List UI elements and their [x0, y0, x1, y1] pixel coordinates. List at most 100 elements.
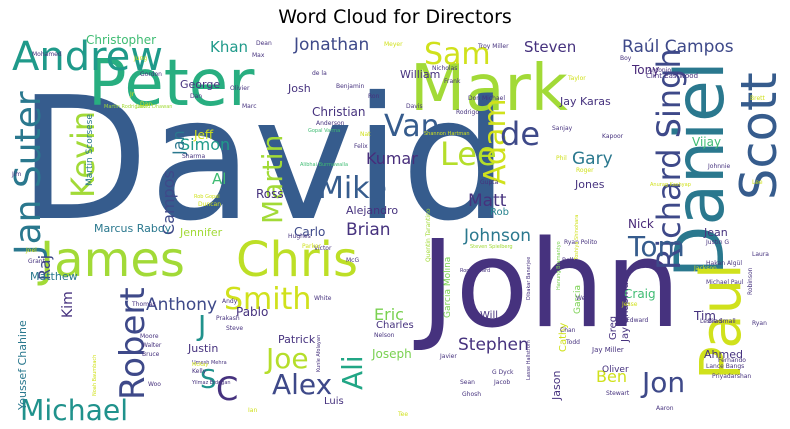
- word-oliver: Oliver: [602, 365, 629, 375]
- word-kunle-afolayan: Kunle Afolayan: [316, 335, 322, 372]
- word-alejandro: Alejandro: [346, 204, 398, 217]
- word-al: Al: [212, 170, 226, 188]
- word-stephen: Stephen: [458, 335, 529, 355]
- word-jones: Jones: [574, 178, 605, 191]
- word-nat: Nat: [360, 131, 371, 138]
- word-joe: Joe: [264, 342, 309, 375]
- word-james: James: [37, 232, 185, 288]
- word-anurag-kashyap: Anurag Kashyap: [650, 182, 691, 188]
- word-thomas: Thomas: [131, 301, 156, 308]
- word-ghosh: Ghosh: [462, 391, 481, 398]
- word-david-dhawan: David Dhawan: [136, 104, 172, 110]
- word-ron: Ron: [368, 93, 380, 100]
- word-jay-miller: Jay Miller: [591, 346, 624, 354]
- word-felix: Felix: [354, 143, 368, 150]
- word-john: John: [413, 216, 681, 355]
- word-bruce: Bruce: [142, 351, 160, 358]
- word-rob: Rob: [490, 207, 509, 218]
- word-kumar: Kumar: [366, 149, 418, 168]
- word-martin: Martin: [256, 135, 289, 224]
- word-nick: Nick: [628, 217, 654, 231]
- word-clint-eastwood: Clint Eastwood: [646, 72, 698, 80]
- word-joel: Joel: [25, 247, 37, 254]
- word-brad: Brad: [708, 318, 722, 325]
- word-jan: Jan: [169, 130, 188, 156]
- word-hanung-bramantyo: Hanung Bramantyo: [556, 241, 562, 290]
- word-nelson: Nelson: [374, 332, 395, 339]
- word-tony: Tony: [631, 63, 659, 77]
- word-troy-miller: Troy Miller: [477, 43, 509, 50]
- word-max: Max: [252, 52, 265, 59]
- word-lee: Lee: [440, 135, 497, 173]
- word-ron-howard: Ron Howard: [460, 268, 490, 274]
- word-aaron: Aaron: [656, 405, 674, 412]
- word-gopal-varma: Gopal Varma: [308, 128, 340, 134]
- word-de: de: [500, 115, 540, 153]
- word-andy: Andy: [222, 298, 238, 305]
- word-yilmaz-erdo-an: Yilmaz Erdoğan: [191, 379, 231, 386]
- word-joseph: Joseph: [371, 347, 412, 361]
- word-jean: Jean: [703, 226, 728, 239]
- word-benjamin: Benjamin: [336, 83, 364, 90]
- word-leslie-small: Leslie Small: [700, 318, 736, 325]
- word-hakan-alg-l: Hakan Algül: [706, 260, 742, 267]
- word-dibakar-banerjee: Dibakar Banerjee: [526, 257, 532, 300]
- word-johnnie: Johnnie: [707, 163, 731, 170]
- word-mckay: McKay: [192, 362, 208, 368]
- word-todd: Todd: [565, 339, 580, 346]
- word-jesse: Jesse: [621, 301, 638, 308]
- word-ahmed: Ahmed: [704, 348, 743, 361]
- word-sanjay: Sanjay: [552, 125, 573, 132]
- word-sharma: Sharma: [182, 153, 205, 160]
- word-kelly: Kelly: [192, 368, 207, 375]
- word-c: C: [216, 370, 238, 408]
- word-steven-spielberg: Steven Spielberg: [470, 244, 513, 250]
- word-kapoor: Kapoor: [602, 133, 624, 140]
- word-mohamed: Mohamed: [32, 51, 62, 58]
- word-ben: Ben: [596, 367, 627, 386]
- word-greg: Greg: [608, 316, 619, 340]
- word-adam: Adam: [478, 98, 513, 185]
- word-jennifer: Jennifer: [179, 226, 223, 239]
- word-marcus-raboy: Marcus Raboy: [94, 222, 172, 235]
- word-anderson: Anderson: [316, 120, 345, 127]
- word-white: White: [314, 295, 332, 302]
- word-daniel: Daniel: [661, 61, 740, 278]
- word-garcia-molina: Garcia Molina: [443, 257, 453, 318]
- word-ryan-polito: Ryan Polito: [564, 239, 598, 246]
- word-josh: Josh: [287, 82, 311, 95]
- word-eric: Eric: [374, 305, 404, 324]
- word-jr: Jr: [129, 91, 135, 98]
- word-martin-scorsese: Martin Scorsese: [85, 114, 95, 186]
- word-mcg: McG: [346, 257, 359, 264]
- word-tee: Tee: [397, 411, 408, 418]
- word-sean: Sean: [460, 379, 475, 386]
- word-chris: Chris: [236, 232, 358, 288]
- word-steve: Steve: [226, 325, 243, 332]
- word-jim: Jim: [11, 171, 21, 178]
- word-andrew: Andrew: [12, 34, 163, 80]
- word-dan: Dan: [190, 93, 202, 100]
- word-chan: Chan: [560, 327, 576, 334]
- word-smith: Smith: [224, 282, 311, 317]
- word-jay-karas: Jay Karas: [559, 95, 611, 108]
- word-lance-bangs: Lance Bangs: [706, 363, 744, 370]
- word-craig: Craig: [624, 287, 656, 301]
- word-rob-gopal: Rob Gopal: [194, 194, 220, 200]
- word-scott: Scott: [730, 72, 788, 200]
- word-sam: Sam: [424, 37, 491, 72]
- word-moore: Moore: [140, 333, 159, 340]
- word-brett: Brett: [750, 95, 765, 102]
- word-boy: Boy: [620, 55, 632, 62]
- word-jung: Jung: [133, 55, 147, 62]
- word-luis: Luis: [324, 396, 344, 407]
- word-patrick: Patrick: [278, 333, 316, 346]
- word-dan: Dan: [140, 101, 152, 108]
- word-van: Van: [384, 109, 440, 144]
- word-robinson: Robinson: [747, 267, 754, 295]
- word-edward: Edward: [626, 317, 649, 324]
- word-parker: Parker: [302, 243, 321, 250]
- word-anthony: Anthony: [146, 295, 217, 315]
- word-toshiya-shinohara: Toshiya Shinohara: [574, 215, 580, 261]
